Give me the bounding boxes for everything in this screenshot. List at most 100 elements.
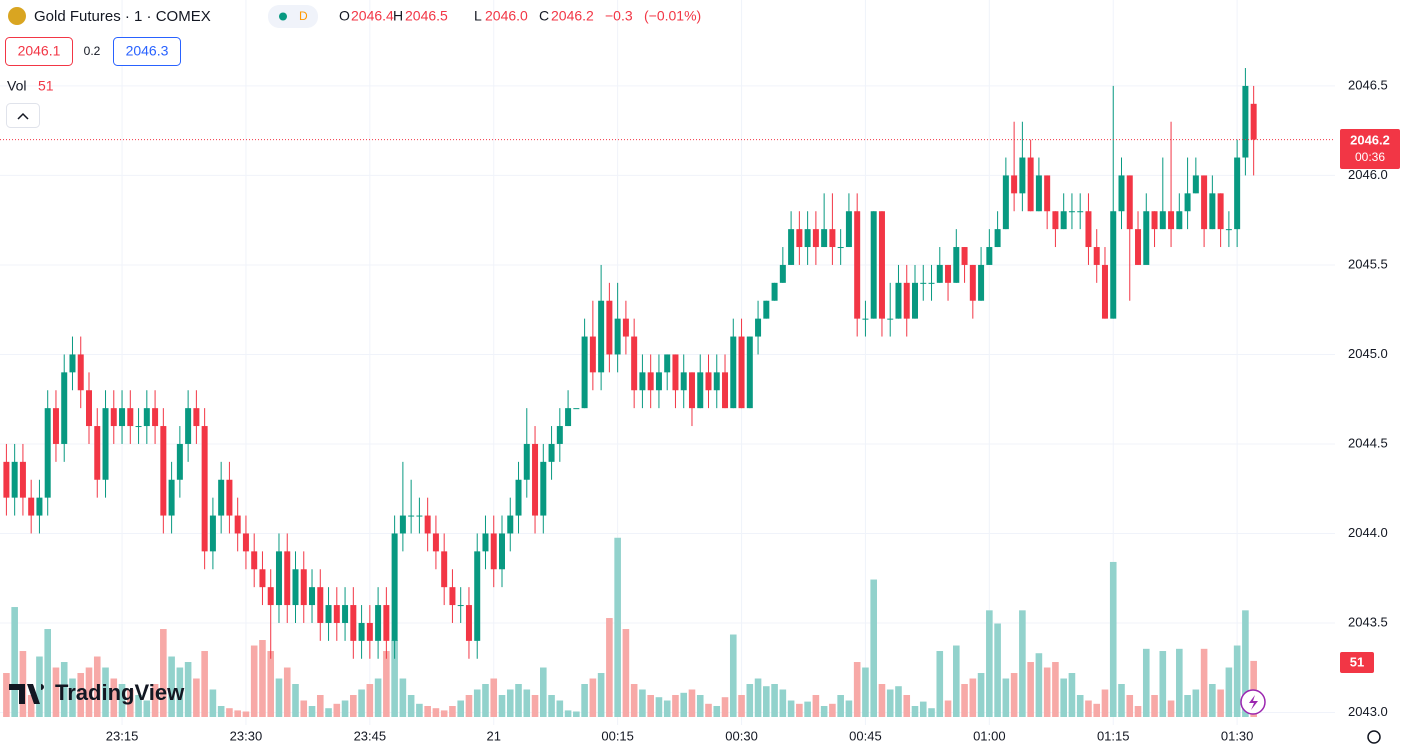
candle-body xyxy=(424,515,431,534)
volume-bar xyxy=(407,695,415,717)
volume-bar xyxy=(358,689,365,717)
candle-body xyxy=(548,443,555,462)
candle-body xyxy=(688,372,695,409)
volume-layer xyxy=(3,537,1257,717)
candle-body xyxy=(168,479,175,516)
status-badge[interactable] xyxy=(268,5,318,28)
candle-body xyxy=(432,533,439,552)
volume-bar xyxy=(27,695,35,717)
candle-body xyxy=(143,408,150,427)
volume-bar xyxy=(283,667,291,717)
candle-body xyxy=(3,461,10,498)
volume-bar xyxy=(763,686,770,717)
countdown-label: 00:36 xyxy=(1355,150,1385,164)
settings-icon[interactable] xyxy=(1367,730,1381,744)
volume-bar xyxy=(953,645,960,717)
candle-body xyxy=(829,229,836,248)
candle-body xyxy=(573,408,580,410)
candle-body xyxy=(259,569,266,588)
candle-body xyxy=(391,533,398,641)
volume-bar xyxy=(523,689,531,717)
candle-body xyxy=(631,336,638,391)
candle-body xyxy=(474,551,481,641)
candle-body xyxy=(449,587,456,606)
volume-bar xyxy=(1027,662,1034,717)
candle-body xyxy=(1250,103,1257,140)
candle-body xyxy=(589,336,596,373)
last-volume-tag xyxy=(1340,652,1374,673)
candle-body xyxy=(102,408,109,480)
candle-body xyxy=(86,390,92,427)
candle-body xyxy=(1126,175,1133,230)
volume-bar xyxy=(919,701,927,717)
candle-body xyxy=(870,211,877,319)
candle-body xyxy=(1242,85,1249,158)
candle-body xyxy=(61,372,68,444)
volume-bar xyxy=(449,706,456,717)
volume-bar xyxy=(663,700,671,717)
candle-body xyxy=(1209,193,1216,230)
volume-bar xyxy=(226,708,233,717)
volume-bar xyxy=(69,678,76,717)
volume-bar xyxy=(796,703,803,717)
volume-bar xyxy=(581,684,588,717)
candle-body xyxy=(556,426,563,444)
symbol-icon xyxy=(8,7,26,25)
candle-body xyxy=(928,282,935,284)
lightning-icon xyxy=(1249,695,1258,710)
volume-bar xyxy=(143,700,151,717)
candle-body xyxy=(1077,211,1084,213)
candle-body xyxy=(226,479,233,516)
candle-body xyxy=(234,515,241,534)
candle-body xyxy=(523,443,530,480)
volume-bar xyxy=(102,667,109,717)
volume-bar xyxy=(961,684,968,717)
volume-bar xyxy=(647,695,654,717)
candle-body xyxy=(1035,175,1042,212)
volume-bar xyxy=(193,678,200,717)
candle-body xyxy=(903,282,910,319)
volume-bar xyxy=(110,678,118,717)
volume-bar xyxy=(614,537,621,717)
candle-body xyxy=(837,247,844,249)
sell-button[interactable] xyxy=(5,37,73,66)
volume-bar xyxy=(622,629,630,717)
candle-body xyxy=(565,408,572,427)
candle-body xyxy=(152,408,159,427)
open-value: 2046.4 xyxy=(351,8,394,24)
close-value: 2046.2 xyxy=(551,8,594,24)
volume-bar xyxy=(184,662,192,717)
candle-body xyxy=(275,551,282,606)
volume-bar xyxy=(696,695,704,717)
vol-value: 51 xyxy=(38,78,54,94)
candle-body xyxy=(639,372,646,391)
collapse-button[interactable] xyxy=(6,103,40,128)
y-tick-label: 2046.5 xyxy=(1348,77,1388,92)
volume-bar xyxy=(316,695,324,717)
x-tick-label: 21 xyxy=(487,728,501,743)
candle-body xyxy=(647,372,654,391)
volume-bar xyxy=(1250,660,1257,717)
candle-body xyxy=(920,282,927,284)
volume-bar xyxy=(944,700,952,717)
buy-button[interactable] xyxy=(113,37,181,66)
candle-body xyxy=(961,247,968,265)
candle-body xyxy=(317,587,324,623)
candle-body xyxy=(408,515,415,517)
candle-body xyxy=(383,605,390,641)
volume-bar xyxy=(1035,653,1043,717)
volume-bar xyxy=(11,607,18,717)
change-value: −0.3 xyxy=(605,8,633,24)
volume-bar xyxy=(490,678,498,717)
volume-bar xyxy=(440,710,448,717)
volume-bar xyxy=(1142,648,1150,717)
candle-body xyxy=(1168,211,1175,230)
y-tick-label: 2043.5 xyxy=(1348,614,1388,629)
candle-body xyxy=(722,372,729,409)
candle-body xyxy=(606,300,613,355)
volume-bar xyxy=(1225,667,1233,717)
candle-body xyxy=(416,515,423,517)
volume-bar xyxy=(209,689,217,717)
candle-body xyxy=(532,443,539,516)
candle-body xyxy=(978,264,985,301)
